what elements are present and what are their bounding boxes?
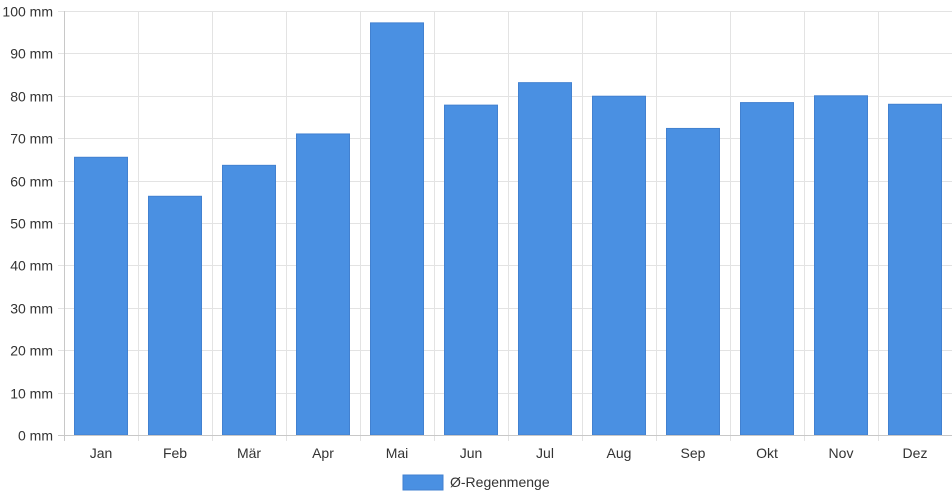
bar-jan[interactable] xyxy=(74,156,128,436)
x-tick-label: Nov xyxy=(829,445,854,461)
y-tick-label: 10 mm xyxy=(10,386,53,402)
bar-dez[interactable] xyxy=(888,103,942,436)
bar-mai[interactable] xyxy=(370,22,424,436)
y-tick-label: 50 mm xyxy=(10,216,53,232)
y-axis-tick-labels: 0 mm 10 mm 20 mm 30 mm 40 mm 50 mm 60 mm 70 mm 8… xyxy=(2,4,53,444)
bar-jun[interactable] xyxy=(444,104,498,436)
legend-label: Ø-Regenmenge xyxy=(450,474,550,490)
legend-swatch xyxy=(402,474,444,491)
y-tick-label: 0 mm xyxy=(18,428,53,444)
bar-okt[interactable] xyxy=(740,102,794,436)
x-tick-label: Okt xyxy=(756,445,778,461)
bar-apr[interactable] xyxy=(296,133,350,436)
y-tick-label: 30 mm xyxy=(10,301,53,317)
bar-mär[interactable] xyxy=(222,164,276,436)
bar-jul[interactable] xyxy=(518,82,572,436)
bar-feb[interactable] xyxy=(148,195,202,436)
bars xyxy=(74,22,942,436)
y-tick-label: 90 mm xyxy=(10,46,53,62)
x-tick-label: Dez xyxy=(903,445,928,461)
x-tick-label: Feb xyxy=(163,445,187,461)
y-tick-label: 20 mm xyxy=(10,343,53,359)
bar-nov[interactable] xyxy=(814,95,868,436)
x-axis-tick-labels: Jan Feb Mär Apr Mai Jun Jul Aug Sep Okt Nov Dez xyxy=(90,445,928,461)
x-tick-label: Apr xyxy=(312,445,334,461)
y-tick-label: 70 mm xyxy=(10,131,53,147)
x-tick-label: Jun xyxy=(460,445,483,461)
y-tick-label: 100 mm xyxy=(2,4,53,20)
x-tick-label: Mai xyxy=(386,445,409,461)
y-tick-label: 60 mm xyxy=(10,174,53,190)
y-tick-label: 40 mm xyxy=(10,258,53,274)
bar-aug[interactable] xyxy=(592,95,646,436)
x-tick-label: Jan xyxy=(90,445,113,461)
x-tick-label: Mär xyxy=(237,445,261,461)
axes xyxy=(58,11,952,441)
x-tick-label: Sep xyxy=(681,445,706,461)
y-tick-label: 80 mm xyxy=(10,89,53,105)
x-tick-label: Aug xyxy=(607,445,632,461)
legend[interactable]: Ø-Regenmenge xyxy=(402,474,550,491)
bar-sep[interactable] xyxy=(666,127,720,436)
x-tick-label: Jul xyxy=(536,445,554,461)
